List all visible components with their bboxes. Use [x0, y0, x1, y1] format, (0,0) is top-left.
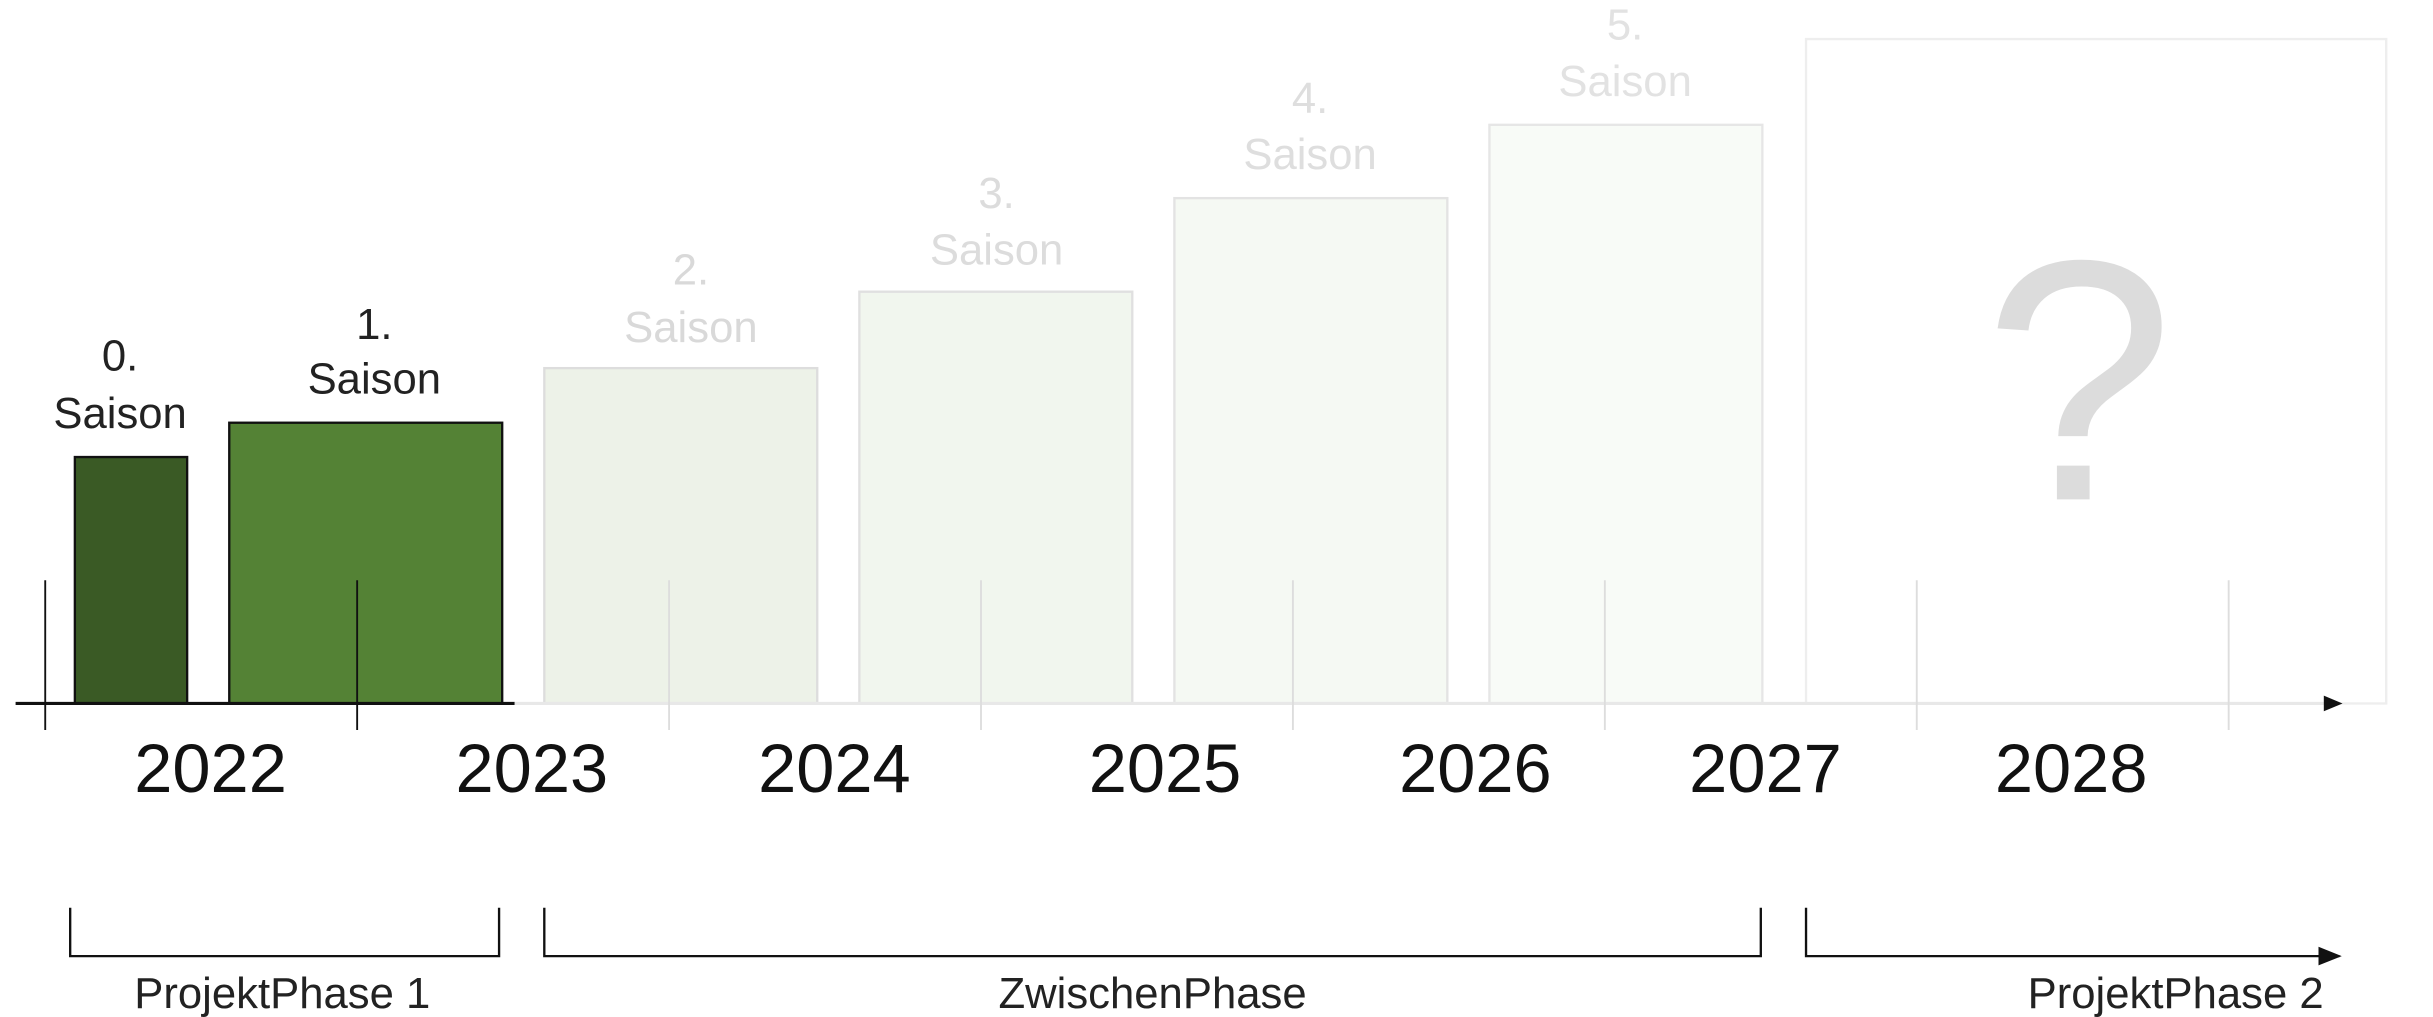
season-bar	[858, 290, 1134, 705]
question-mark: ?	[1984, 188, 2175, 572]
phase-label: ProjektPhase 1	[134, 969, 430, 1017]
phase-bracket	[69, 907, 501, 958]
year-label: 2022	[134, 730, 287, 807]
season-number: 4.	[1292, 74, 1328, 123]
year-label: 2023	[456, 730, 609, 807]
season-label: Saison	[930, 225, 1063, 274]
season-bar	[543, 366, 819, 705]
season-number: 5.	[1607, 1, 1643, 50]
year-label: 2028	[1995, 730, 2148, 807]
season-number: 2.	[673, 246, 709, 295]
season-number: 1.	[356, 300, 392, 349]
season-label: Saison	[1558, 57, 1691, 106]
season-label: Saison	[624, 303, 757, 352]
year-label: 2024	[758, 730, 911, 807]
season-number: 3.	[978, 169, 1014, 218]
season-label: Saison	[1243, 130, 1376, 179]
season-label: Saison	[53, 389, 186, 438]
phase-bracket	[543, 907, 1762, 958]
season-bar	[228, 421, 504, 705]
year-label: 2027	[1689, 730, 1842, 807]
season-number: 0.	[102, 331, 138, 380]
phase-label: ProjektPhase 2	[2028, 969, 2324, 1017]
season-label: Saison	[308, 355, 441, 404]
season-bar	[1488, 123, 1764, 705]
phase-bracket	[1804, 907, 2342, 966]
future-box	[1804, 37, 2388, 705]
year-label: 2025	[1089, 730, 1242, 807]
axis-ticks	[44, 580, 2230, 730]
season-bar	[1173, 196, 1449, 705]
year-label: 2026	[1399, 730, 1552, 807]
axis-arrow	[2323, 695, 2343, 712]
season-bar	[73, 455, 189, 705]
phase-label: ZwischenPhase	[998, 969, 1306, 1017]
